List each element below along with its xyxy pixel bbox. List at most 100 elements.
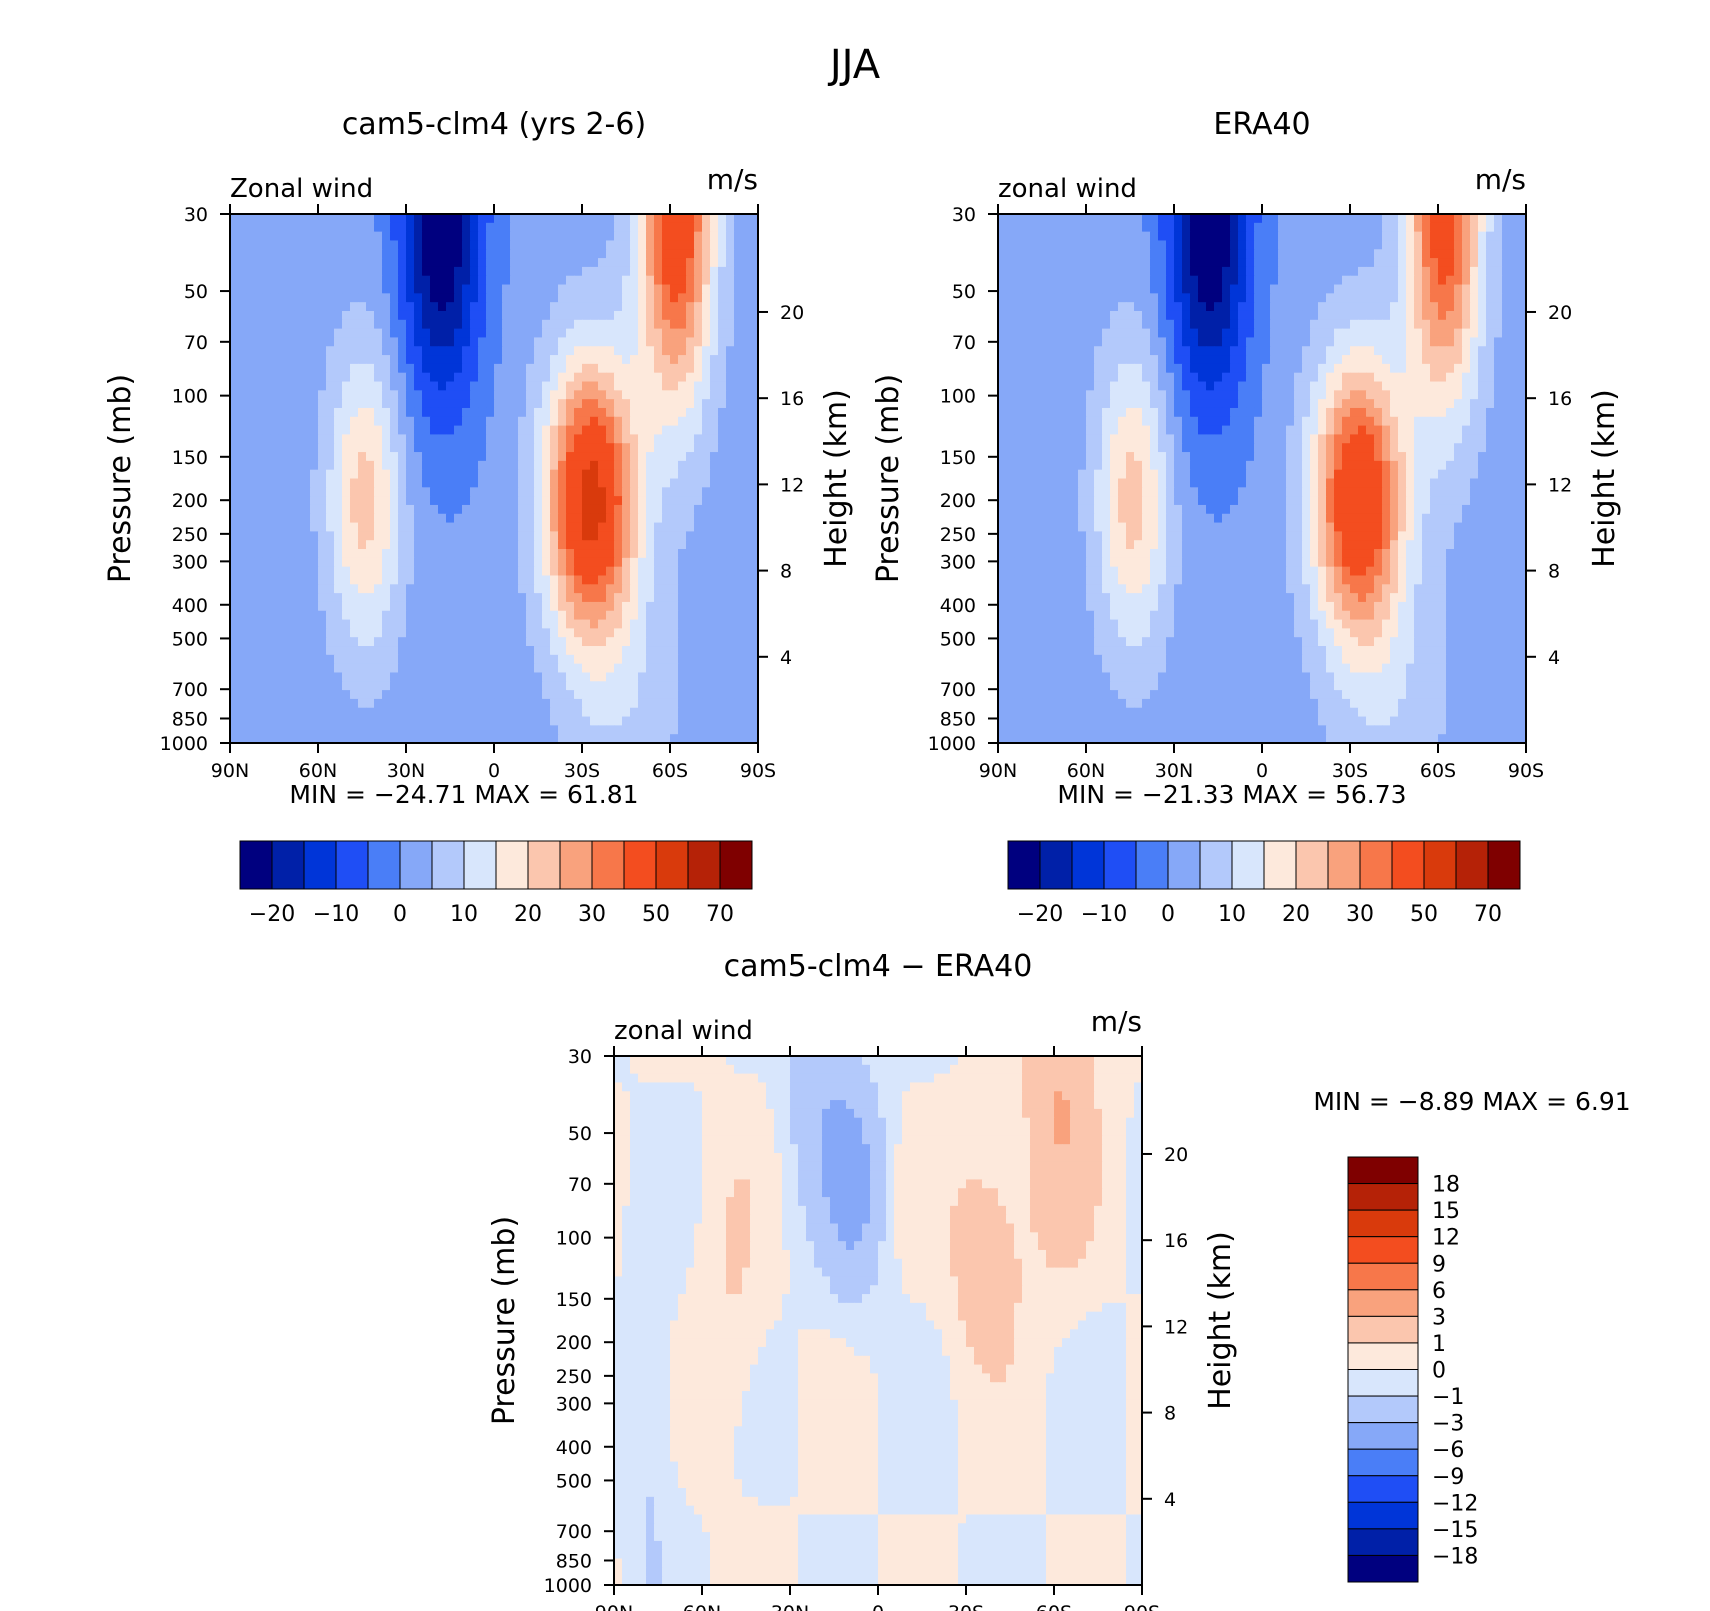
field-cell: [382, 258, 391, 268]
field-cell: [454, 293, 463, 303]
field-cell: [270, 610, 279, 621]
field-cell: [750, 407, 759, 418]
field-cell: [710, 496, 719, 506]
field-cell: [286, 522, 295, 532]
field-cell: [638, 716, 647, 726]
figure-title: JJA: [827, 42, 881, 88]
field-cell: [686, 266, 695, 277]
field-cell: [678, 443, 687, 453]
field-cell: [646, 460, 655, 471]
field-cell: [1182, 284, 1191, 294]
field-cell: [598, 328, 607, 339]
field-cell: [382, 425, 391, 436]
field-cell: [494, 355, 503, 365]
field-cell: [294, 249, 303, 259]
field-cell: [622, 443, 631, 453]
field-cell: [366, 531, 375, 541]
field-cell: [334, 214, 343, 224]
field-cell: [662, 734, 671, 744]
field-cell: [518, 531, 527, 541]
field-cell: [1094, 266, 1103, 277]
units-label: m/s: [707, 163, 758, 196]
field-cell: [238, 531, 247, 541]
field-cell: [1342, 249, 1351, 259]
field-cell: [670, 372, 679, 383]
field-cell: [406, 654, 415, 665]
field-cell: [1030, 319, 1039, 330]
field-cell: [1262, 284, 1271, 294]
field-cell: [262, 531, 271, 541]
field-cell: [670, 266, 679, 277]
field-cell: [542, 672, 551, 682]
field-cell: [1382, 302, 1391, 312]
field-cell: [310, 601, 319, 612]
field-cell: [462, 681, 471, 691]
field-cell: [302, 628, 311, 638]
field-cell: [574, 513, 583, 524]
field-cell: [998, 319, 1007, 330]
field-cell: [430, 690, 439, 700]
field-cell: [294, 584, 303, 594]
field-cell: [1142, 258, 1151, 268]
field-cell: [414, 214, 423, 224]
field-cell: [1446, 328, 1455, 339]
field-cell: [718, 663, 727, 674]
field-cell: [1014, 214, 1023, 224]
field-cell: [342, 407, 351, 418]
field-cell: [406, 249, 415, 259]
field-cell: [1502, 319, 1511, 330]
field-cell: [486, 443, 495, 453]
field-cell: [558, 690, 567, 700]
field-cell: [318, 434, 327, 444]
field-cell: [1470, 222, 1479, 233]
field-cell: [446, 557, 455, 568]
field-cell: [254, 734, 263, 744]
field-cell: [1174, 249, 1183, 259]
field-cell: [238, 619, 247, 629]
field-cell: [478, 540, 487, 550]
field-cell: [454, 328, 463, 339]
field-cell: [374, 487, 383, 497]
field-cell: [566, 249, 575, 259]
field-cell: [646, 328, 655, 339]
field-cell: [1246, 240, 1255, 250]
field-cell: [1446, 266, 1455, 277]
field-cell: [550, 249, 559, 259]
field-cell: [694, 566, 703, 577]
field-cell: [318, 478, 327, 488]
field-cell: [542, 390, 551, 400]
field-cell: [606, 672, 615, 682]
field-cell: [326, 531, 335, 541]
field-cell: [1166, 275, 1175, 286]
field-cell: [582, 381, 591, 391]
field-cell: [702, 337, 711, 347]
field-cell: [622, 222, 631, 233]
field-cell: [734, 716, 743, 726]
field-cell: [398, 593, 407, 603]
field-cell: [750, 663, 759, 674]
field-cell: [1086, 214, 1095, 224]
field-cell: [518, 319, 527, 330]
field-cell: [246, 716, 255, 726]
field-cell: [1110, 310, 1119, 321]
field-cell: [518, 654, 527, 665]
field-cell: [670, 487, 679, 497]
field-cell: [534, 381, 543, 391]
field-cell: [1230, 302, 1239, 312]
field-cell: [718, 690, 727, 700]
field-cell: [1190, 275, 1199, 286]
field-cell: [286, 690, 295, 700]
field-cell: [446, 504, 455, 515]
field-cell: [374, 478, 383, 488]
field-cell: [502, 698, 511, 709]
field-cell: [270, 504, 279, 515]
field-cell: [550, 284, 559, 294]
field-cell: [382, 734, 391, 744]
field-cell: [686, 337, 695, 347]
field-cell: [734, 540, 743, 550]
field-cell: [270, 399, 279, 409]
field-cell: [254, 646, 263, 656]
field-cell: [358, 222, 367, 233]
field-cell: [518, 231, 527, 242]
field-cell: [510, 363, 519, 374]
